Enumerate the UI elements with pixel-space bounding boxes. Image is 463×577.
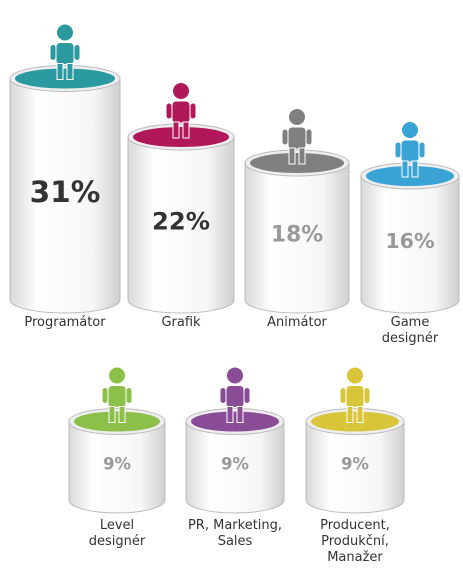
figure-body [171,100,191,124]
figure-head [57,24,73,41]
category-label-line: Programátor [24,315,106,330]
figure [281,109,313,165]
figure-arm [305,128,313,146]
cylinder-top [366,166,454,186]
category-label: Programátor [24,315,106,330]
cylinder [244,162,350,314]
figure [101,367,133,423]
category-label-line: designér [89,534,146,549]
figure [394,122,426,178]
figure-arm [243,387,251,404]
cylinder [360,175,460,314]
figure-leg [182,121,190,139]
figure-leg [108,406,116,423]
figure-head [347,367,363,384]
figure-arm [189,102,197,120]
figure-body [55,42,75,65]
figure-arm [394,141,402,159]
value-label: 16% [385,229,434,253]
figure-arm [165,102,173,120]
figure-leg [56,63,64,80]
figure-head [227,367,243,384]
figure-leg [236,406,244,423]
figure-body [287,126,307,150]
figure-arm [363,387,371,404]
figure-body [400,139,420,163]
category-label-line: PR, Marketing, [188,518,282,533]
category-label-line: designér [382,331,439,346]
value-label: 9% [221,454,249,473]
cylinder-top [133,127,229,147]
figure-arm [339,387,347,404]
cylinder [185,421,285,514]
figure-leg [411,160,419,178]
category-label: Game designér [382,315,439,346]
figure-leg [66,63,74,80]
figure-leg [226,406,234,423]
figure [165,83,197,139]
figure-head [173,83,189,99]
category-label: PR, Marketing, Sales [188,518,282,549]
cylinder-top [191,411,279,432]
figure-arm [219,387,227,404]
cylinder-top [74,411,160,432]
figure-body [107,385,127,408]
category-label-line: Manažer [327,550,383,565]
value-label: 22% [152,208,210,236]
figure-body [345,385,365,408]
category-label-line: Game [391,315,430,330]
figure-arm [101,387,109,404]
category-label: Animátor [267,315,327,330]
figure [339,367,371,423]
value-label: 18% [271,223,323,248]
figure-leg [118,406,126,423]
category-label: Level designér [89,518,146,549]
figure-body [225,385,245,408]
category-label: Grafik [161,315,201,330]
figure-head [402,122,418,138]
figure-head [109,367,125,384]
cylinder-top [250,153,344,173]
figure-arm [125,387,133,404]
figure-leg [298,147,306,165]
category-label-line: Producent, [320,518,390,533]
category-label-line: Level [100,518,134,533]
figure-leg [346,406,354,423]
cylinder [127,136,235,314]
category-label-line: Produkční, [321,534,389,549]
cylinder [68,421,166,514]
category-label: Producent, Produkční, Manažer [320,518,390,565]
value-label: 31% [30,175,101,209]
value-label: 9% [103,454,131,473]
category-label-line: Sales [218,534,253,549]
cylinder-top [311,411,399,432]
figure [49,24,81,80]
cylinder-top [15,68,115,89]
figure-head [289,109,305,125]
figure-arm [49,44,57,61]
value-label: 9% [341,454,369,473]
figure-arm [73,44,81,61]
figure-leg [288,147,296,165]
figure-arm [281,128,289,146]
category-label-line: Grafik [161,315,201,330]
figure [219,367,251,423]
cylinder [9,78,121,314]
figure-leg [172,121,180,139]
figure-leg [401,160,409,178]
category-label-line: Animátor [267,315,327,330]
figure-leg [356,406,364,423]
cylinder [305,421,405,514]
figure-arm [418,141,426,159]
